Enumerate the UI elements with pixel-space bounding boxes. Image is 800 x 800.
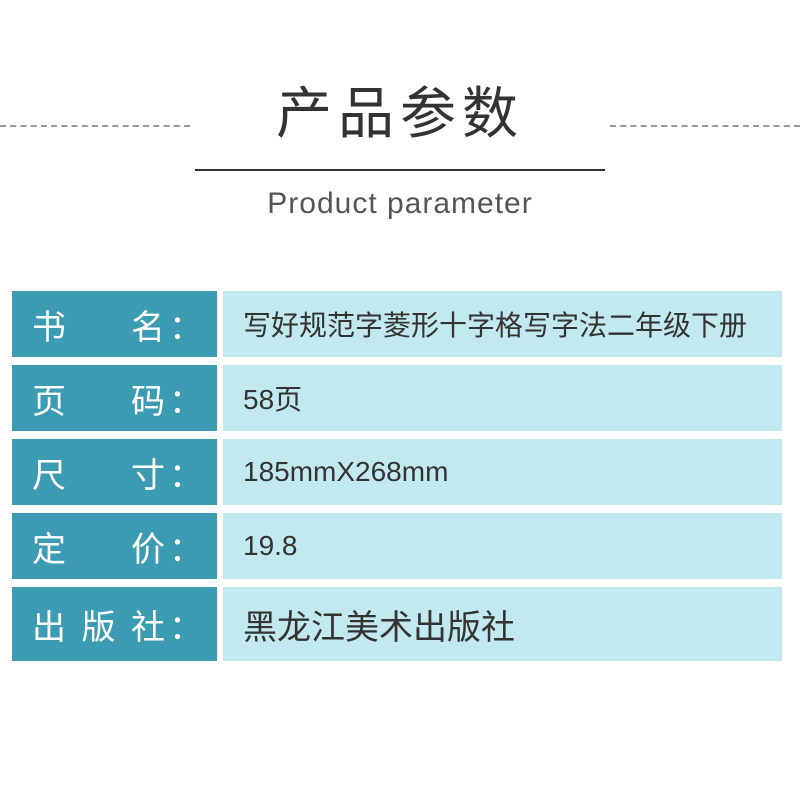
table-row: 页码：58页	[12, 365, 782, 431]
divider-left	[0, 125, 190, 127]
label-cell: 书名：	[12, 291, 217, 357]
title-english: Product parameter	[0, 187, 800, 221]
value-cell: 185mmX268mm	[223, 439, 782, 505]
label-text: 书名	[32, 300, 165, 349]
value-cell: 写好规范字菱形十字格写字法二年级下册	[223, 291, 782, 357]
label-text: 定价	[32, 522, 165, 571]
colon: ：	[169, 300, 203, 349]
value-cell: 黑龙江美术出版社	[223, 587, 782, 661]
label-cell: 页码：	[12, 365, 217, 431]
title-underline	[195, 169, 605, 171]
title-chinese: 产品参数	[0, 80, 800, 147]
label-cell: 出版社：	[12, 587, 217, 661]
colon: ：	[169, 374, 203, 423]
table-row: 尺寸：185mmX268mm	[12, 439, 782, 505]
table-row: 出版社：黑龙江美术出版社	[12, 587, 782, 661]
label-text: 出版社	[32, 600, 165, 649]
colon: ：	[169, 600, 203, 649]
colon: ：	[169, 448, 203, 497]
header: 产品参数 Product parameter	[0, 0, 800, 261]
value-cell: 19.8	[223, 513, 782, 579]
label-cell: 尺寸：	[12, 439, 217, 505]
parameter-table: 书名：写好规范字菱形十字格写字法二年级下册页码：58页尺寸：185mmX268m…	[12, 291, 782, 661]
label-text: 尺寸	[32, 448, 165, 497]
label-text: 页码	[32, 374, 165, 423]
label-cell: 定价：	[12, 513, 217, 579]
value-cell: 58页	[223, 365, 782, 431]
divider-right	[610, 125, 800, 127]
table-row: 书名：写好规范字菱形十字格写字法二年级下册	[12, 291, 782, 357]
colon: ：	[169, 522, 203, 571]
table-row: 定价：19.8	[12, 513, 782, 579]
